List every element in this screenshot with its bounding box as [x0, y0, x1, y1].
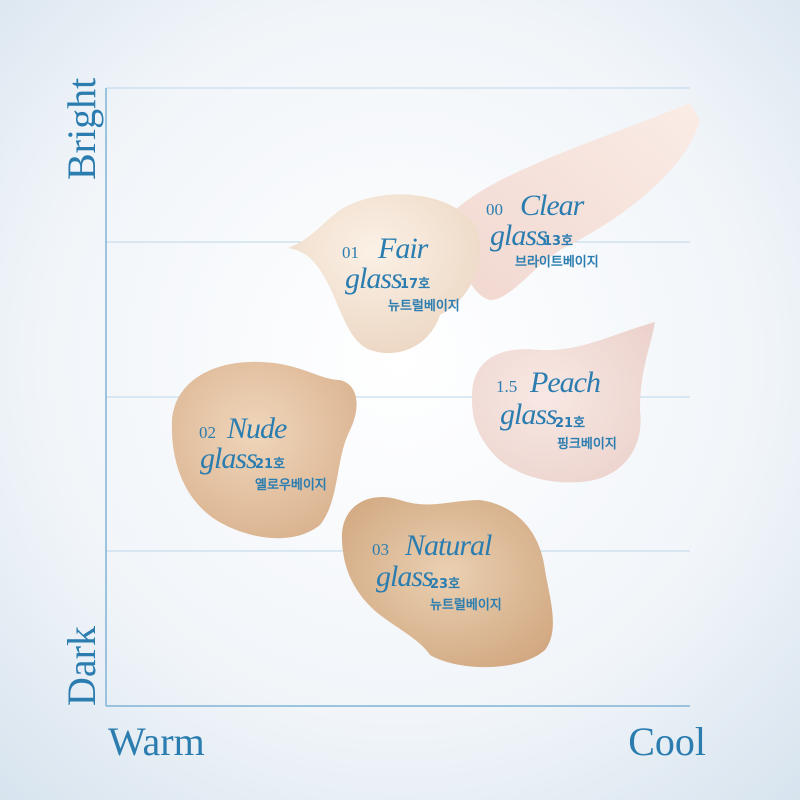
swatch-name: Fair	[377, 232, 429, 265]
swatch-line2: glass	[490, 219, 547, 252]
axes	[105, 88, 690, 707]
shade-name: 뉴트럴베이지	[430, 597, 502, 613]
shade-code: 21호	[555, 416, 585, 431]
shade-code: 21호	[255, 457, 285, 472]
swatch-number: 01	[342, 243, 359, 262]
axis-label-bright: Bright	[59, 78, 104, 180]
swatch-number: 03	[372, 540, 389, 559]
swatch-line2: glass	[500, 398, 557, 431]
shade-name: 옐로우베이지	[255, 477, 327, 493]
swatch-line2: glass	[345, 262, 402, 295]
shade-code: 23호	[430, 577, 460, 592]
swatch-fair	[288, 194, 481, 354]
swatch-line2: glass	[376, 560, 433, 593]
swatch-natural	[341, 496, 553, 668]
swatch-name: Peach	[529, 366, 600, 399]
swatch-peach	[471, 322, 655, 483]
axis-label-dark: Dark	[59, 626, 104, 706]
swatches	[171, 103, 700, 668]
swatch-nude	[171, 361, 357, 539]
swatch-clear	[455, 103, 700, 300]
swatch-number: 1.5	[496, 377, 517, 396]
shade-code: 13호	[543, 234, 573, 249]
swatch-name: Nude	[226, 412, 287, 445]
shade-name: 핑크베이지	[557, 436, 617, 452]
swatch-name: Clear	[520, 189, 585, 222]
shade-name: 브라이트베이지	[515, 254, 599, 270]
shade-code: 17호	[400, 277, 430, 292]
swatch-line2: glass	[200, 442, 257, 475]
axis-label-warm: Warm	[108, 719, 205, 764]
swatch-number: 00	[486, 200, 503, 219]
swatch-number: 02	[199, 423, 216, 442]
axis-label-cool: Cool	[628, 719, 706, 764]
shade-name: 뉴트럴베이지	[388, 298, 460, 314]
swatch-name: Natural	[404, 529, 492, 562]
